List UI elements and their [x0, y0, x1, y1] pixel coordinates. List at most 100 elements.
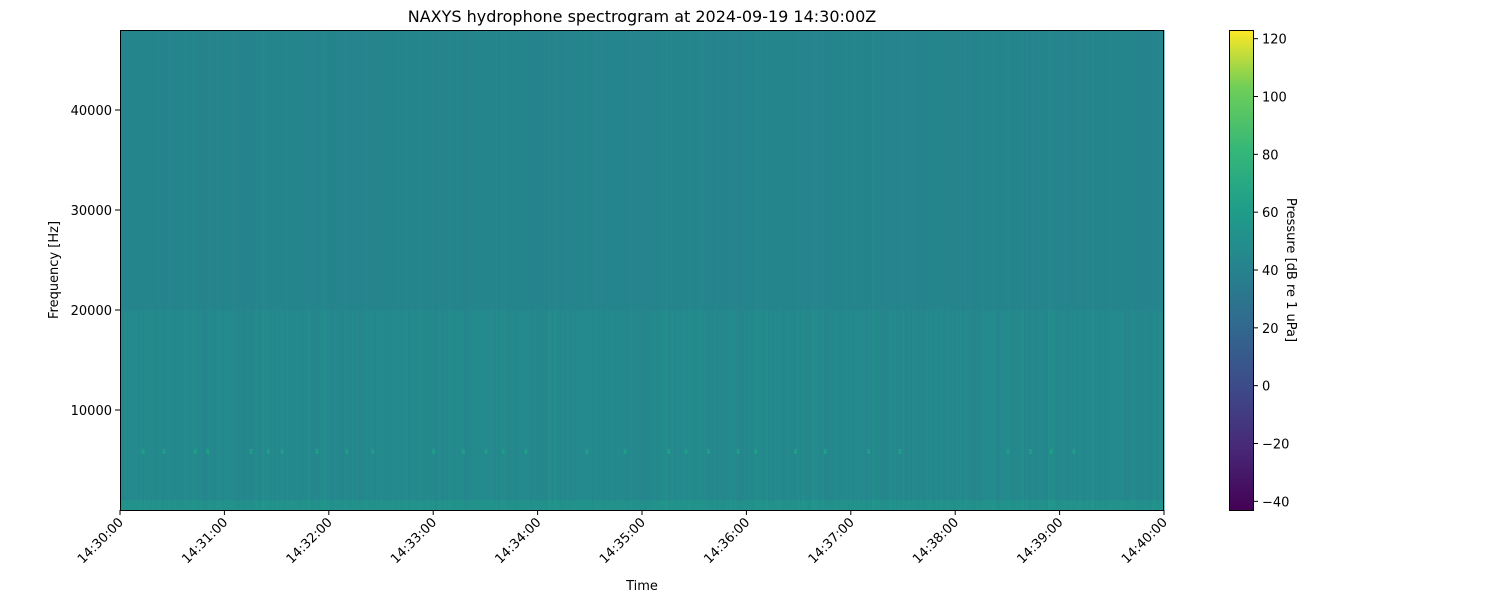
heatmap-cell	[826, 310, 829, 501]
heatmap-cell	[272, 30, 275, 311]
heatmap-cell	[964, 500, 967, 511]
heatmap-cell	[340, 30, 343, 311]
heatmap-cell	[798, 500, 801, 511]
colorbar-tick-label: 120	[1262, 33, 1287, 48]
heatmap-cell	[776, 30, 779, 311]
heatmap-cell	[934, 500, 937, 511]
heatmap-cell	[1092, 310, 1095, 501]
heatmap-cell	[134, 310, 137, 501]
heatmap-cell	[1070, 310, 1073, 501]
heatmap-cell	[940, 30, 943, 311]
heatmap-cell	[370, 310, 373, 501]
heatmap-cell	[572, 30, 575, 311]
heatmap-cell	[256, 500, 259, 511]
heatmap-cell	[124, 310, 127, 501]
heatmap-cell	[186, 500, 189, 511]
heatmap-cell	[350, 30, 353, 311]
heatmap-cell	[604, 30, 607, 311]
heatmap-cell	[220, 310, 223, 501]
heatmap-cell	[448, 30, 451, 311]
heatmap-cell	[268, 500, 271, 511]
heatmap-cell	[716, 310, 719, 501]
heatmap-cell	[548, 30, 551, 311]
heatmap-cell	[356, 310, 359, 501]
heatmap-cell	[130, 500, 133, 511]
heatmap-cell	[858, 310, 861, 501]
heatmap-cell	[992, 310, 995, 501]
colorbar	[1229, 30, 1254, 511]
heatmap-cell	[620, 310, 623, 501]
heatmap-cell	[1150, 310, 1153, 501]
y-tick-label: 10000	[71, 404, 112, 419]
heatmap-cell	[536, 500, 539, 511]
heatmap-cell	[974, 500, 977, 511]
heatmap-cell	[1042, 310, 1045, 501]
heatmap-cell	[866, 30, 869, 311]
heatmap-cell	[750, 30, 753, 311]
heatmap-cell	[906, 30, 909, 311]
heatmap-cell	[1030, 500, 1033, 511]
heatmap-cell	[724, 30, 727, 311]
tonal-mark	[280, 449, 284, 454]
heatmap-cell	[682, 310, 685, 501]
heatmap-cell	[388, 500, 391, 511]
heatmap-cell	[478, 30, 481, 311]
heatmap-cell	[498, 30, 501, 311]
heatmap-cell	[772, 30, 775, 311]
heatmap-cell	[398, 500, 401, 511]
heatmap-cell	[294, 310, 297, 501]
heatmap-cell	[1094, 500, 1097, 511]
heatmap-cell	[366, 310, 369, 501]
heatmap-cell	[748, 310, 751, 501]
heatmap-cell	[1124, 500, 1127, 511]
heatmap-cell	[1014, 500, 1017, 511]
heatmap-cell	[446, 500, 449, 511]
heatmap-cell	[1158, 310, 1161, 501]
heatmap-cell	[244, 310, 247, 501]
heatmap-cell	[348, 500, 351, 511]
heatmap-cell	[274, 30, 277, 311]
heatmap-cell	[508, 310, 511, 501]
heatmap-cell	[540, 500, 543, 511]
heatmap-cell	[746, 30, 749, 311]
heatmap-cell	[418, 500, 421, 511]
heatmap-cell	[886, 310, 889, 501]
heatmap-cell	[590, 500, 593, 511]
heatmap-cell	[856, 30, 859, 311]
heatmap-cell	[796, 30, 799, 311]
heatmap-cell	[162, 500, 165, 511]
heatmap-cell	[368, 500, 371, 511]
heatmap-cell	[534, 500, 537, 511]
heatmap-cell	[872, 30, 875, 311]
heatmap-cell	[1108, 30, 1111, 311]
heatmap-cell	[1148, 310, 1151, 501]
heatmap-cell	[288, 310, 291, 501]
heatmap-cell	[518, 500, 521, 511]
heatmap-cell	[392, 30, 395, 311]
heatmap-cell	[264, 30, 267, 311]
heatmap-cell	[966, 310, 969, 501]
x-tick-label: 14:36:00	[701, 515, 753, 567]
heatmap-cell	[768, 30, 771, 311]
heatmap-cell	[464, 310, 467, 501]
heatmap-cell	[1016, 310, 1019, 501]
heatmap-cell	[820, 310, 823, 501]
heatmap-cell	[796, 310, 799, 501]
heatmap-cell	[276, 310, 279, 501]
heatmap-cell	[248, 30, 251, 311]
heatmap-cell	[762, 30, 765, 311]
heatmap-cell	[300, 30, 303, 311]
heatmap-cell	[746, 310, 749, 501]
heatmap-cell	[466, 30, 469, 311]
heatmap-cell	[270, 500, 273, 511]
heatmap-cell	[598, 30, 601, 311]
heatmap-cell	[344, 310, 347, 501]
heatmap-cell	[612, 500, 615, 511]
heatmap-cell	[380, 310, 383, 501]
heatmap-cell	[654, 310, 657, 501]
heatmap-cell	[568, 310, 571, 501]
heatmap-cell	[784, 30, 787, 311]
heatmap-cell	[918, 500, 921, 511]
heatmap-cell	[1074, 310, 1077, 501]
